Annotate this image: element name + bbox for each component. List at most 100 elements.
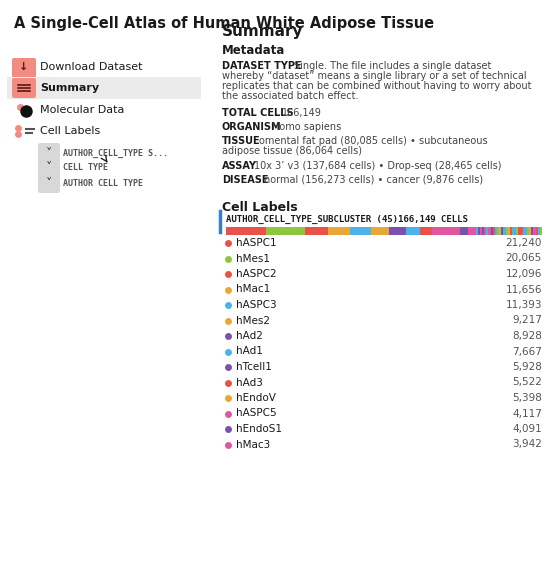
Text: hEndoV: hEndoV bbox=[236, 393, 276, 403]
FancyBboxPatch shape bbox=[38, 173, 60, 193]
Bar bbox=[514, 227, 516, 235]
Bar bbox=[499, 227, 501, 235]
Text: hMes2: hMes2 bbox=[236, 316, 270, 325]
Text: hMac1: hMac1 bbox=[236, 284, 270, 295]
Text: TOTAL CELLS: TOTAL CELLS bbox=[222, 108, 294, 118]
Bar bbox=[490, 227, 493, 235]
Bar bbox=[461, 227, 468, 235]
Bar bbox=[327, 227, 350, 235]
Text: 5,522: 5,522 bbox=[512, 377, 542, 388]
Bar bbox=[478, 227, 480, 235]
Bar bbox=[508, 227, 510, 235]
Text: hAd3: hAd3 bbox=[236, 377, 263, 388]
Bar bbox=[506, 227, 508, 235]
Text: omental fat pad (80,085 cells) • subcutaneous: omental fat pad (80,085 cells) • subcuta… bbox=[259, 136, 488, 146]
Text: 10x 3’ v3 (137,684 cells) • Drop-seq (28,465 cells): 10x 3’ v3 (137,684 cells) • Drop-seq (28… bbox=[254, 161, 501, 171]
Text: Cell Labels: Cell Labels bbox=[40, 126, 100, 136]
Text: whereby “dataset” means a single library or a set of technical: whereby “dataset” means a single library… bbox=[222, 71, 527, 81]
Bar bbox=[521, 227, 523, 235]
FancyBboxPatch shape bbox=[7, 77, 201, 99]
Bar bbox=[389, 227, 406, 235]
Text: hASPC1: hASPC1 bbox=[236, 238, 277, 248]
Bar bbox=[527, 227, 529, 235]
Text: ↓: ↓ bbox=[19, 62, 29, 72]
Text: ˅: ˅ bbox=[46, 162, 52, 175]
Bar bbox=[538, 227, 540, 235]
Text: 11,656: 11,656 bbox=[505, 284, 542, 295]
Text: 12,096: 12,096 bbox=[506, 269, 542, 279]
Bar bbox=[504, 227, 506, 235]
Text: hTcell1: hTcell1 bbox=[236, 362, 272, 372]
Text: adipose tissue (86,064 cells): adipose tissue (86,064 cells) bbox=[222, 146, 362, 156]
Text: hAd1: hAd1 bbox=[236, 347, 263, 356]
Text: 166,149: 166,149 bbox=[282, 108, 322, 118]
Text: 4,091: 4,091 bbox=[512, 424, 542, 434]
FancyBboxPatch shape bbox=[12, 78, 36, 98]
Bar bbox=[266, 227, 305, 235]
Bar bbox=[531, 227, 533, 235]
Text: Download Dataset: Download Dataset bbox=[40, 62, 143, 72]
Bar bbox=[540, 227, 542, 235]
Bar bbox=[484, 227, 487, 235]
Bar bbox=[533, 227, 536, 235]
Text: hMac3: hMac3 bbox=[236, 440, 270, 449]
Text: Metadata: Metadata bbox=[222, 44, 285, 57]
Bar bbox=[529, 227, 531, 235]
Text: hASPC5: hASPC5 bbox=[236, 408, 277, 419]
Text: 11,393: 11,393 bbox=[505, 300, 542, 310]
Text: 7,667: 7,667 bbox=[512, 347, 542, 356]
Text: A Single-Cell Atlas of Human White Adipose Tissue: A Single-Cell Atlas of Human White Adipo… bbox=[14, 16, 434, 31]
Text: 5,398: 5,398 bbox=[512, 393, 542, 403]
Bar bbox=[510, 227, 512, 235]
Text: 8,928: 8,928 bbox=[512, 331, 542, 341]
Bar bbox=[432, 227, 442, 235]
Text: Summary: Summary bbox=[40, 83, 99, 93]
Bar bbox=[452, 227, 461, 235]
Text: hMes1: hMes1 bbox=[236, 254, 270, 263]
Bar bbox=[476, 227, 478, 235]
Text: DISEASE: DISEASE bbox=[222, 175, 268, 185]
Text: ORGANISM: ORGANISM bbox=[222, 122, 282, 132]
Bar bbox=[536, 227, 538, 235]
Bar bbox=[350, 227, 371, 235]
Bar bbox=[497, 227, 499, 235]
Bar bbox=[468, 227, 476, 235]
Bar bbox=[512, 227, 514, 235]
Text: ASSAY: ASSAY bbox=[222, 161, 257, 171]
Text: 4,117: 4,117 bbox=[512, 408, 542, 419]
Text: replicates that can be combined without having to worry about: replicates that can be combined without … bbox=[222, 81, 532, 91]
Text: CELL TYPE: CELL TYPE bbox=[63, 163, 108, 172]
Bar bbox=[493, 227, 495, 235]
Text: 21,240: 21,240 bbox=[506, 238, 542, 248]
Text: Molecular Data: Molecular Data bbox=[40, 105, 125, 115]
FancyBboxPatch shape bbox=[38, 158, 60, 178]
Text: 3,942: 3,942 bbox=[512, 440, 542, 449]
FancyBboxPatch shape bbox=[12, 58, 36, 78]
Bar bbox=[516, 227, 518, 235]
Bar bbox=[442, 227, 452, 235]
Bar bbox=[420, 227, 432, 235]
Bar bbox=[406, 227, 420, 235]
Text: hAd2: hAd2 bbox=[236, 331, 263, 341]
Text: Single. The file includes a single dataset: Single. The file includes a single datas… bbox=[294, 61, 491, 71]
Text: Cell Labels: Cell Labels bbox=[222, 201, 298, 214]
Text: the associated batch effect.: the associated batch effect. bbox=[222, 91, 359, 101]
Text: hEndoS1: hEndoS1 bbox=[236, 424, 282, 434]
Bar bbox=[489, 227, 490, 235]
Bar bbox=[371, 227, 389, 235]
Text: hASPC2: hASPC2 bbox=[236, 269, 277, 279]
Bar bbox=[525, 227, 527, 235]
Text: 9,217: 9,217 bbox=[512, 316, 542, 325]
Bar bbox=[523, 227, 525, 235]
Text: ˅: ˅ bbox=[46, 176, 52, 190]
Text: Homo sapiens: Homo sapiens bbox=[272, 122, 341, 132]
Bar bbox=[482, 227, 484, 235]
Text: DATASET TYPE: DATASET TYPE bbox=[222, 61, 301, 71]
Bar bbox=[480, 227, 482, 235]
Text: AUTHOR CELL TYPE: AUTHOR CELL TYPE bbox=[63, 179, 143, 187]
Bar bbox=[501, 227, 504, 235]
Text: normal (156,273 cells) • cancer (9,876 cells): normal (156,273 cells) • cancer (9,876 c… bbox=[264, 175, 483, 185]
Bar bbox=[487, 227, 489, 235]
Text: 5,928: 5,928 bbox=[512, 362, 542, 372]
FancyBboxPatch shape bbox=[38, 143, 60, 163]
